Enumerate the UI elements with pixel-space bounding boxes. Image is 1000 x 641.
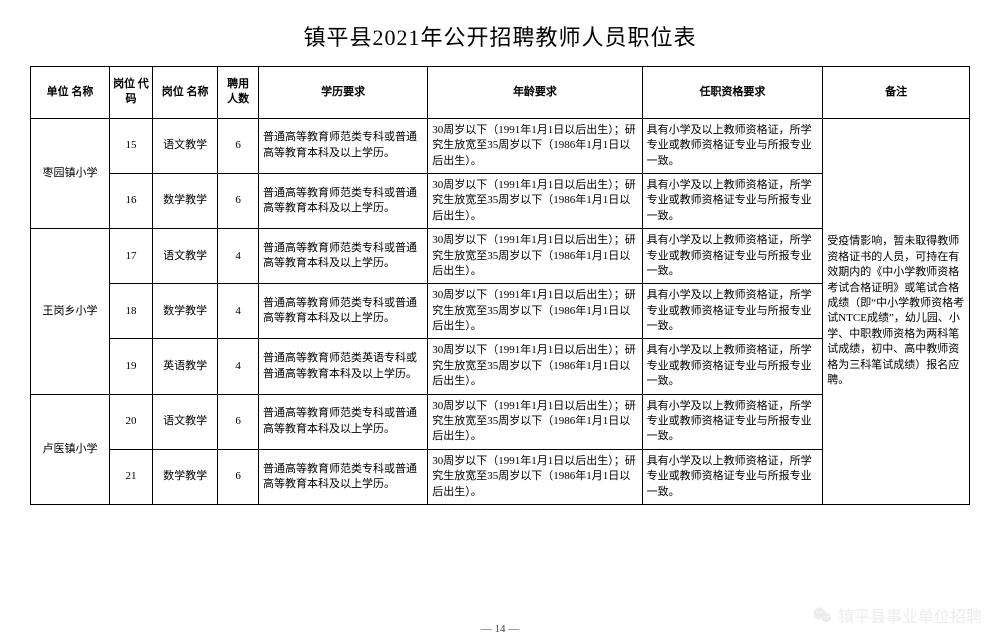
cell-pos: 数学教学: [152, 449, 217, 504]
cell-edu: 普通高等教育师范类英语专科或普通高等教育本科及以上学历。: [258, 339, 427, 394]
col-unit: 单位 名称: [31, 67, 110, 119]
cell-age: 30周岁以下（1991年1月1日以后出生）；研究生放宽至35周岁以下（1986年…: [428, 394, 642, 449]
cell-age: 30周岁以下（1991年1月1日以后出生）；研究生放宽至35周岁以下（1986年…: [428, 173, 642, 228]
cell-cnt: 6: [218, 118, 259, 173]
cell-code: 15: [110, 118, 153, 173]
cell-age: 30周岁以下（1991年1月1日以后出生）；研究生放宽至35周岁以下（1986年…: [428, 118, 642, 173]
cell-qual: 具有小学及以上教师资格证，所学专业或教师资格证专业与所报专业一致。: [642, 229, 823, 284]
cell-code: 16: [110, 173, 153, 228]
positions-table: 单位 名称 岗位 代码 岗位 名称 聘用 人数 学历要求 年龄要求 任职资格要求…: [30, 66, 970, 505]
cell-cnt: 4: [218, 339, 259, 394]
cell-cnt: 6: [218, 394, 259, 449]
cell-cnt: 4: [218, 229, 259, 284]
cell-code: 20: [110, 394, 153, 449]
col-edu: 学历要求: [258, 67, 427, 119]
cell-age: 30周岁以下（1991年1月1日以后出生）；研究生放宽至35周岁以下（1986年…: [428, 339, 642, 394]
cell-age: 30周岁以下（1991年1月1日以后出生）；研究生放宽至35周岁以下（1986年…: [428, 229, 642, 284]
cell-pos: 数学教学: [152, 173, 217, 228]
table-header-row: 单位 名称 岗位 代码 岗位 名称 聘用 人数 学历要求 年龄要求 任职资格要求…: [31, 67, 970, 119]
cell-pos: 英语教学: [152, 339, 217, 394]
table-row: 枣园镇小学15语文教学6普通高等教育师范类专科或普通高等教育本科及以上学历。30…: [31, 118, 970, 173]
col-qual: 任职资格要求: [642, 67, 823, 119]
watermark: 镇平县事业单位招聘: [812, 603, 982, 627]
cell-qual: 具有小学及以上教师资格证，所学专业或教师资格证专业与所报专业一致。: [642, 394, 823, 449]
cell-edu: 普通高等教育师范类专科或普通高等教育本科及以上学历。: [258, 449, 427, 504]
page-title: 镇平县2021年公开招聘教师人员职位表: [30, 20, 970, 52]
cell-unit: 王岗乡小学: [31, 229, 110, 395]
cell-qual: 具有小学及以上教师资格证，所学专业或教师资格证专业与所报专业一致。: [642, 449, 823, 504]
cell-qual: 具有小学及以上教师资格证，所学专业或教师资格证专业与所报专业一致。: [642, 118, 823, 173]
cell-cnt: 4: [218, 284, 259, 339]
col-cnt: 聘用 人数: [218, 67, 259, 119]
cell-edu: 普通高等教育师范类专科或普通高等教育本科及以上学历。: [258, 118, 427, 173]
cell-pos: 数学教学: [152, 284, 217, 339]
cell-code: 18: [110, 284, 153, 339]
cell-pos: 语文教学: [152, 229, 217, 284]
cell-edu: 普通高等教育师范类专科或普通高等教育本科及以上学历。: [258, 394, 427, 449]
watermark-text: 镇平县事业单位招聘: [838, 603, 982, 627]
cell-code: 17: [110, 229, 153, 284]
cell-code: 19: [110, 339, 153, 394]
cell-qual: 具有小学及以上教师资格证，所学专业或教师资格证专业与所报专业一致。: [642, 173, 823, 228]
cell-age: 30周岁以下（1991年1月1日以后出生）；研究生放宽至35周岁以下（1986年…: [428, 449, 642, 504]
col-age: 年龄要求: [428, 67, 642, 119]
col-code: 岗位 代码: [110, 67, 153, 119]
col-pos: 岗位 名称: [152, 67, 217, 119]
col-note: 备注: [823, 67, 970, 119]
cell-code: 21: [110, 449, 153, 504]
cell-qual: 具有小学及以上教师资格证，所学专业或教师资格证专业与所报专业一致。: [642, 339, 823, 394]
cell-cnt: 6: [218, 449, 259, 504]
cell-qual: 具有小学及以上教师资格证，所学专业或教师资格证专业与所报专业一致。: [642, 284, 823, 339]
cell-edu: 普通高等教育师范类专科或普通高等教育本科及以上学历。: [258, 173, 427, 228]
cell-age: 30周岁以下（1991年1月1日以后出生）；研究生放宽至35周岁以下（1986年…: [428, 284, 642, 339]
wechat-icon: [812, 605, 832, 625]
cell-pos: 语文教学: [152, 394, 217, 449]
cell-edu: 普通高等教育师范类专科或普通高等教育本科及以上学历。: [258, 229, 427, 284]
cell-pos: 语文教学: [152, 118, 217, 173]
cell-unit: 枣园镇小学: [31, 118, 110, 228]
cell-note: 受疫情影响，暂未取得教师资格证书的人员，可持在有效期内的《中小学教师资格考试合格…: [823, 118, 970, 504]
cell-unit: 卢医镇小学: [31, 394, 110, 504]
cell-edu: 普通高等教育师范类专科或普通高等教育本科及以上学历。: [258, 284, 427, 339]
cell-cnt: 6: [218, 173, 259, 228]
